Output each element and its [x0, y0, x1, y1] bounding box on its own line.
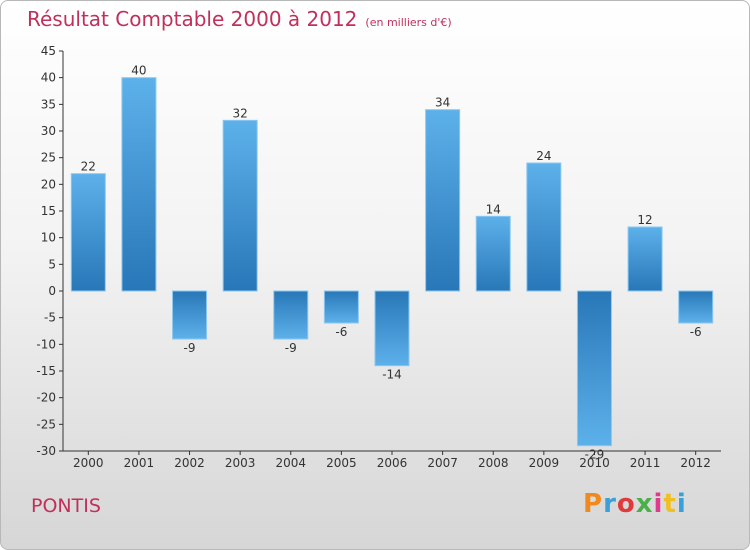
chart-subtitle: (en milliers d'€) — [365, 16, 452, 29]
x-tick-label: 2009 — [529, 456, 560, 470]
y-tick-label: 10 — [41, 231, 56, 245]
logo-letter: i — [676, 489, 687, 519]
data-label: -6 — [335, 325, 347, 339]
y-tick-label: -15 — [36, 364, 56, 378]
data-label: -9 — [285, 341, 297, 355]
proxiti-logo: Proxiti — [583, 489, 687, 519]
y-tick-label: 0 — [48, 284, 56, 298]
y-tick-label: 15 — [41, 204, 56, 218]
data-label: -6 — [690, 325, 702, 339]
bar — [323, 290, 359, 324]
x-tick-label: 2002 — [174, 456, 205, 470]
data-label: -14 — [382, 368, 402, 382]
x-tick-label: 2011 — [630, 456, 661, 470]
y-tick-label: 35 — [41, 97, 56, 111]
bar — [374, 290, 410, 367]
data-label: 14 — [486, 202, 501, 216]
logo-letter: x — [635, 489, 654, 519]
data-label: 24 — [536, 149, 551, 163]
x-tick-label: 2007 — [427, 456, 458, 470]
bar — [627, 226, 663, 292]
logo-letter: P — [583, 489, 604, 519]
bar — [576, 290, 612, 447]
logo-letter: o — [616, 489, 636, 519]
y-tick-label: 40 — [41, 71, 56, 85]
x-tick-label: 2004 — [275, 456, 306, 470]
data-label: 40 — [131, 64, 146, 78]
y-tick-label: 30 — [41, 124, 56, 138]
chart-bars — [70, 77, 714, 447]
x-tick-label: 2008 — [478, 456, 509, 470]
data-label: 34 — [435, 96, 450, 110]
bar — [273, 290, 309, 340]
bar — [222, 119, 258, 292]
logo-letter: r — [603, 489, 617, 519]
data-label: -29 — [585, 448, 605, 462]
chart-data-labels: 22 40 -9 32 -9 -6 -14 34 14 24 -29 12 -6 — [81, 64, 702, 462]
x-tick-label: 2001 — [124, 456, 155, 470]
data-label: -9 — [184, 341, 196, 355]
bar — [172, 290, 208, 340]
bar — [70, 173, 106, 292]
x-tick-label: 2005 — [326, 456, 357, 470]
logo-letter: i — [653, 489, 664, 519]
y-tick-label: 45 — [41, 44, 56, 58]
chart-title-text: Résultat Comptable 2000 à 2012 — [27, 7, 358, 31]
data-label: 12 — [637, 213, 652, 227]
y-tick-label: 25 — [41, 151, 56, 165]
x-tick-label: 2010 — [579, 456, 610, 470]
town-name: PONTIS — [31, 495, 101, 517]
x-tick-label: 2000 — [73, 456, 104, 470]
y-tick-label: -25 — [36, 417, 56, 431]
data-label: 32 — [233, 106, 248, 120]
x-tick-label: 2006 — [377, 456, 408, 470]
y-tick-label: -20 — [36, 391, 56, 405]
logo-letter: t — [663, 489, 677, 519]
x-tick-label: 2003 — [225, 456, 256, 470]
bar — [121, 77, 157, 292]
y-tick-label: -10 — [36, 337, 56, 351]
y-tick-label: -30 — [36, 444, 56, 458]
y-tick-label: 20 — [41, 177, 56, 191]
bar — [425, 109, 461, 292]
x-tick-label: 2012 — [680, 456, 711, 470]
y-tick-label: 5 — [48, 257, 56, 271]
y-tick-label: -5 — [44, 311, 56, 325]
data-label: 22 — [81, 160, 96, 174]
bar — [475, 215, 511, 292]
bar — [526, 162, 562, 292]
chart-title: Résultat Comptable 2000 à 2012 (en millie… — [27, 7, 452, 31]
bar — [678, 290, 714, 324]
